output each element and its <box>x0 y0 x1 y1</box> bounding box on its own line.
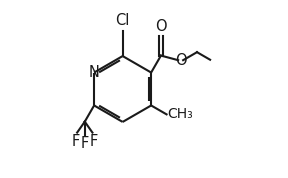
Text: O: O <box>155 19 167 34</box>
Text: CH₃: CH₃ <box>167 107 193 121</box>
Text: F: F <box>81 136 89 151</box>
Text: O: O <box>175 53 186 68</box>
Text: F: F <box>72 134 80 149</box>
Text: F: F <box>89 134 97 149</box>
Text: Cl: Cl <box>115 13 130 28</box>
Text: N: N <box>89 65 100 80</box>
